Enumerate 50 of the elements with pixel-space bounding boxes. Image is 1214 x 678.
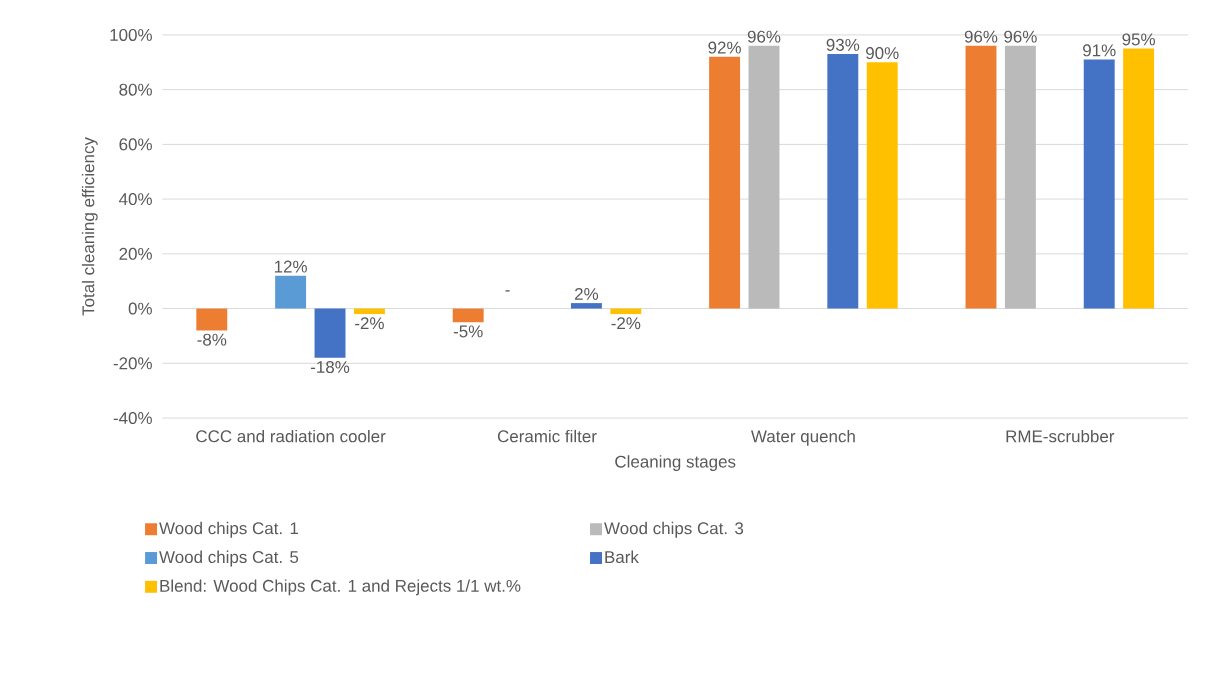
legend-label: Bark	[605, 550, 639, 563]
bar	[570, 302, 602, 309]
data-label: -2%	[611, 317, 641, 329]
bar	[196, 308, 228, 331]
x-axis-title: Cleaning stages	[615, 454, 736, 471]
legend-label: Wood chips Cat. 3	[604, 521, 744, 538]
y-tick-label: -40%	[113, 411, 152, 424]
data-label: -18%	[310, 360, 350, 373]
y-tick-label: 0%	[128, 302, 152, 315]
text: -	[505, 290, 510, 292]
data-label: 91%	[1083, 44, 1116, 57]
y-tick-label: 60%	[119, 138, 152, 151]
x-tick-label: RME-scrubber	[1006, 429, 1115, 443]
data-label: -2%	[355, 317, 384, 329]
y-axis-title: Total cleaning efficiency	[81, 136, 98, 316]
data-label: 90%	[866, 46, 899, 59]
bar	[1083, 59, 1115, 309]
bar	[866, 62, 898, 309]
data-label: 2%	[575, 287, 599, 300]
bar	[827, 53, 859, 309]
bar	[1123, 48, 1155, 309]
bar	[610, 308, 642, 314]
bar	[452, 308, 484, 323]
y-tick-label: 80%	[119, 83, 152, 96]
bar	[275, 275, 307, 309]
legend-label: Wood chips Cat. 1	[159, 521, 299, 538]
y-tick-label: 20%	[119, 247, 152, 260]
x-tick-label: Water quench	[751, 429, 855, 446]
data-label: 95%	[1122, 33, 1155, 46]
bar	[314, 308, 346, 358]
data-label: 92%	[708, 41, 741, 54]
data-label: 96%	[747, 30, 781, 43]
x-tick-label: CCC and radiation cooler	[196, 429, 386, 443]
y-tick-label: 100%	[110, 28, 152, 41]
data-label: -8%	[197, 333, 227, 346]
legend-label: Wood chips Cat. 5	[159, 550, 299, 567]
bar	[965, 45, 997, 309]
bar	[748, 45, 780, 309]
data-label: 93%	[826, 38, 860, 51]
y-tick-label: 40%	[119, 192, 152, 205]
bar	[1004, 45, 1036, 309]
bar	[709, 56, 741, 309]
y-tick-label: -20%	[113, 357, 152, 370]
legend-label: Blend: Wood Chips Cat. 1 and Rejects 1/1 wt.%	[160, 579, 521, 595]
bar	[353, 308, 385, 314]
data-label: 12%	[274, 260, 307, 273]
data-label: 96%	[1004, 30, 1037, 43]
data-label: -5%	[453, 325, 483, 338]
data-label: 96%	[964, 30, 998, 43]
x-tick-label: Ceramic filter	[497, 429, 597, 443]
